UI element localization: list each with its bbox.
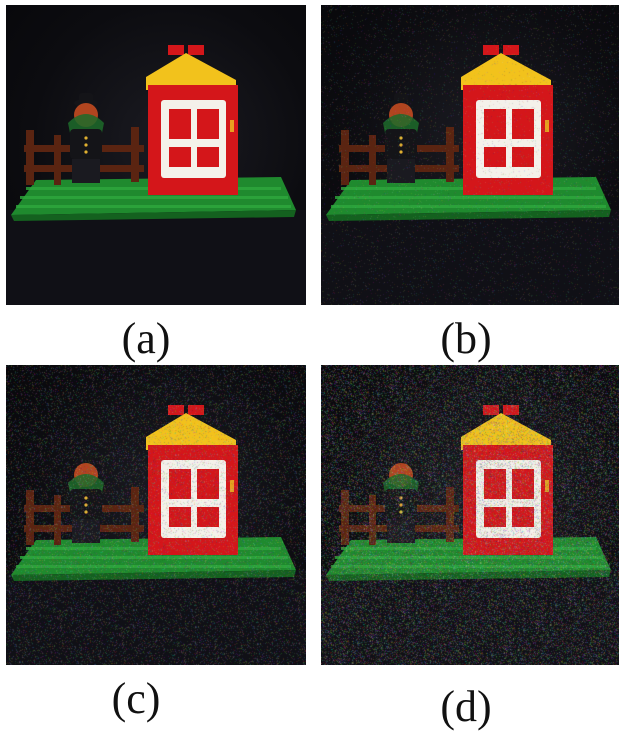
caption-c: (c) (111, 674, 161, 723)
caption-d: (d) (440, 682, 492, 731)
lego-house-scene-b (321, 45, 619, 305)
lego-house-scene-a (6, 45, 306, 305)
panel-d (321, 365, 619, 665)
panel-a (6, 5, 306, 305)
lego-house-scene-c (6, 405, 306, 665)
caption-a: (a) (121, 314, 171, 363)
panel-c (6, 365, 306, 665)
caption-b: (b) (440, 314, 492, 363)
lego-house-scene-d (321, 405, 619, 665)
panel-b (321, 5, 619, 305)
